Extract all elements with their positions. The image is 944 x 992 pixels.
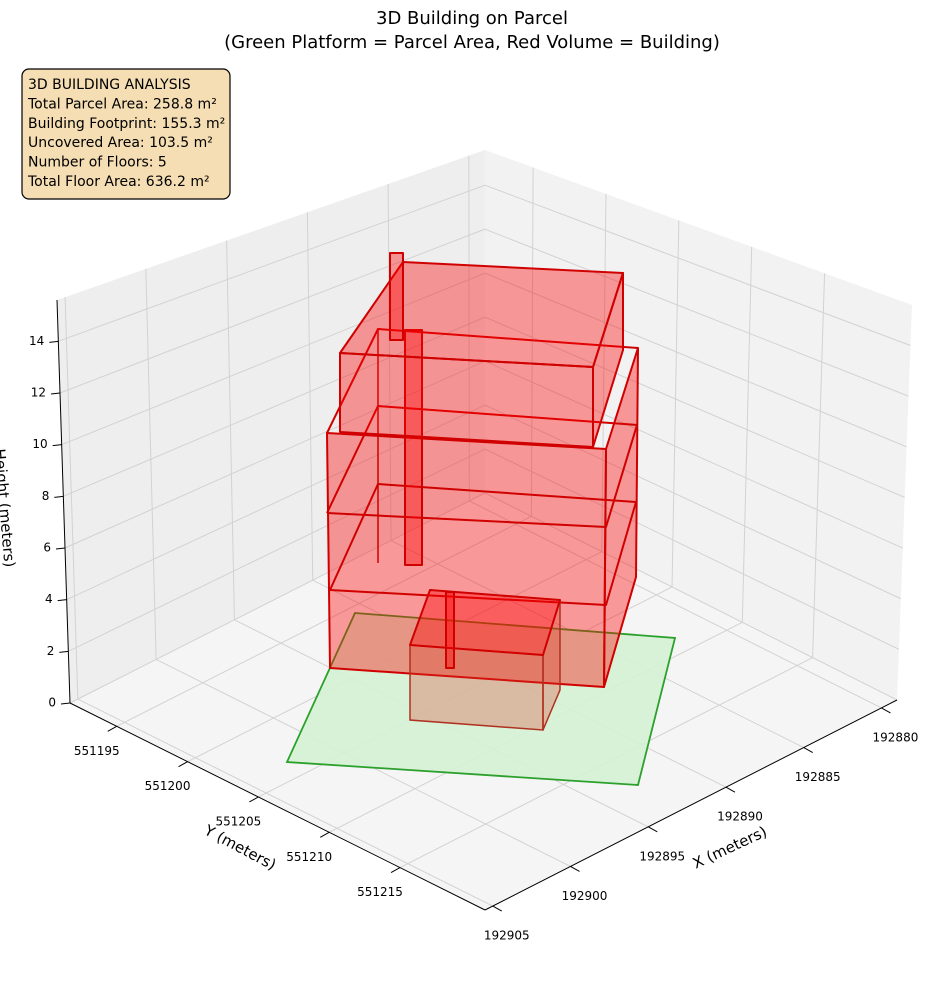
x-tick-label: 192895 <box>639 849 685 863</box>
grid-line <box>484 492 898 701</box>
floor-edge <box>329 483 637 606</box>
z-tick <box>50 392 61 395</box>
grid-line <box>69 492 486 704</box>
x-tick-label: 192890 <box>717 810 763 824</box>
grid-line <box>58 184 486 342</box>
grid-line <box>77 698 493 907</box>
z-tick-label: 0 <box>48 696 56 710</box>
building <box>326 252 639 731</box>
grid-line <box>61 272 486 446</box>
z-tick <box>49 340 59 343</box>
grid-line <box>530 167 534 517</box>
right-pane <box>485 150 912 700</box>
y-tick <box>390 867 401 874</box>
x-tick-label: 192880 <box>873 730 919 744</box>
x-tick <box>648 826 658 833</box>
z-tick <box>60 702 71 705</box>
grid-line <box>601 193 607 552</box>
x-tick <box>725 786 736 793</box>
z-axis <box>56 299 71 704</box>
grid-line <box>116 515 532 727</box>
annex-core <box>445 591 455 669</box>
info-line: Number of Floors: 5 <box>28 155 167 171</box>
z-tick <box>59 650 69 653</box>
info-text: 3D BUILDING ANALYSIS Total Parcel Area: 2… <box>27 77 225 190</box>
grid-line <box>226 240 235 620</box>
annex-front <box>409 644 544 731</box>
grid-line <box>59 228 486 394</box>
info-box <box>21 68 231 200</box>
x-tick <box>570 865 580 872</box>
grid-line <box>484 448 900 650</box>
z-tick-label: 6 <box>43 541 51 555</box>
z-tick-label: 12 <box>31 386 46 400</box>
chart-title: 3D Building on Parcel <box>376 8 568 29</box>
grid-line <box>741 246 753 623</box>
y-axis <box>69 702 486 911</box>
left-pane <box>57 150 485 703</box>
x-tick <box>803 747 813 753</box>
z-tick <box>57 599 67 602</box>
grid-line <box>484 360 903 549</box>
grid-line <box>484 316 905 498</box>
y-tick-label: 551200 <box>145 779 191 793</box>
annex-roof <box>409 589 561 656</box>
x-tick-label: 192885 <box>795 770 841 784</box>
x-tick <box>881 707 891 714</box>
z-axis-label: Height (meters) <box>0 448 19 568</box>
y-tick <box>178 761 188 768</box>
axes: 192880 192885 192890 192895 192900 192905 5511… <box>29 299 919 943</box>
info-line: Total Parcel Area: 258.8 m² <box>27 96 217 112</box>
y-tick-label: 551195 <box>74 744 120 758</box>
grid-line <box>484 228 909 397</box>
x-tick-label: 192900 <box>562 889 608 903</box>
chart-subtitle: (Green Platform = Parcel Area, Red Volum… <box>224 32 720 53</box>
building-front <box>326 432 607 688</box>
z-tick-label: 10 <box>32 437 47 451</box>
z-tick-label: 4 <box>45 592 53 606</box>
stair <box>389 252 404 341</box>
y-tick-label: 551205 <box>215 814 261 828</box>
grid-line <box>64 297 79 700</box>
grid-line <box>484 184 911 346</box>
x-axis <box>484 699 898 911</box>
z-tick-label: 2 <box>47 644 55 658</box>
top-floor-front <box>339 352 594 448</box>
grid-line <box>63 316 486 497</box>
grid-line <box>469 500 882 709</box>
y-tick <box>319 831 330 838</box>
grid-line <box>306 212 314 581</box>
z-tick <box>55 547 66 550</box>
grid-line <box>484 404 902 600</box>
z-tick-label: 8 <box>42 489 50 503</box>
floor-edge <box>326 405 638 528</box>
y-tick-label: 551215 <box>357 885 403 899</box>
grid-line <box>671 220 680 587</box>
grid-line <box>812 273 826 658</box>
grid-line <box>145 268 157 660</box>
info-line: Uncovered Area: 103.5 m² <box>28 135 213 151</box>
grid-line <box>387 183 392 541</box>
x-tick <box>492 905 503 912</box>
y-axis-label: Y (meters) <box>200 821 279 874</box>
z-tick <box>52 444 62 447</box>
y-tick-label: 551210 <box>286 850 332 864</box>
z-tick-label: 14 <box>29 334 44 348</box>
grid-line <box>484 272 907 448</box>
top-floor-roof <box>339 261 624 368</box>
info-line: Total Floor Area: 636.2 m² <box>27 174 210 190</box>
y-tick <box>249 796 259 803</box>
z-tick <box>54 495 64 498</box>
grid-line <box>68 448 486 652</box>
parcel-platform <box>285 612 677 786</box>
x-tick-label: 192905 <box>484 929 530 943</box>
x-axis-label: X (meters) <box>690 823 770 873</box>
grid-line <box>64 360 486 549</box>
y-tick <box>107 725 117 732</box>
info-line: 3D BUILDING ANALYSIS <box>28 77 191 93</box>
core <box>404 329 423 566</box>
info-line: Building Footprint: 155.3 m² <box>28 116 225 132</box>
